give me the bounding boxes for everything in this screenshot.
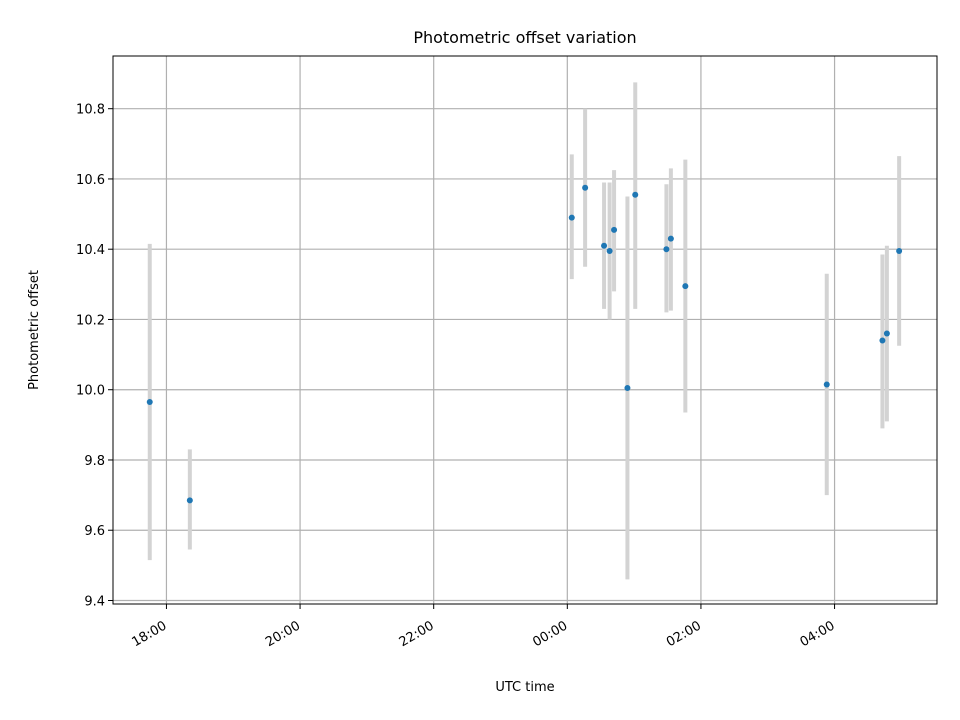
y-axis-ticks: 9.4 9.6 9.8 10.0 10.2 10.4 10.6 10.8 xyxy=(76,103,113,609)
x-tick-label: 18:00 xyxy=(129,618,169,650)
data-point xyxy=(611,226,618,233)
data-points xyxy=(146,184,903,504)
data-point xyxy=(879,337,886,344)
y-axis-label: Photometric offset xyxy=(27,270,42,390)
x-tick-label: 00:00 xyxy=(530,618,570,650)
x-axis-label: UTC time xyxy=(495,680,554,695)
y-tick-label: 10.6 xyxy=(76,173,105,188)
x-tick-label: 22:00 xyxy=(397,618,437,650)
data-point xyxy=(632,191,639,198)
x-tick-label: 04:00 xyxy=(798,618,838,650)
y-tick-label: 10.0 xyxy=(76,384,105,399)
x-tick-label: 20:00 xyxy=(263,618,303,650)
data-point xyxy=(601,242,608,249)
data-point xyxy=(896,247,903,254)
data-point xyxy=(823,381,830,388)
data-point xyxy=(624,384,631,391)
error-bars xyxy=(147,82,902,580)
data-point xyxy=(582,184,589,191)
y-tick-label: 10.4 xyxy=(76,243,105,258)
y-tick-label: 9.6 xyxy=(84,524,105,539)
data-point xyxy=(663,246,670,253)
data-point xyxy=(682,283,689,290)
data-point xyxy=(883,330,890,337)
y-tick-label: 10.2 xyxy=(76,313,105,328)
y-tick-label: 9.8 xyxy=(84,454,105,469)
chart-title: Photometric offset variation xyxy=(413,28,636,47)
y-tick-label: 9.4 xyxy=(84,594,105,609)
grid xyxy=(113,56,937,604)
data-point xyxy=(186,497,193,504)
data-point xyxy=(568,214,575,221)
plot-frame xyxy=(112,55,938,605)
x-axis-ticks: 18:00 20:00 22:00 00:00 02:00 04:00 xyxy=(129,604,838,650)
x-tick-label: 02:00 xyxy=(664,618,704,650)
data-point xyxy=(606,247,613,254)
data-point xyxy=(667,235,674,242)
y-tick-label: 10.8 xyxy=(76,103,105,118)
data-point xyxy=(146,399,153,406)
